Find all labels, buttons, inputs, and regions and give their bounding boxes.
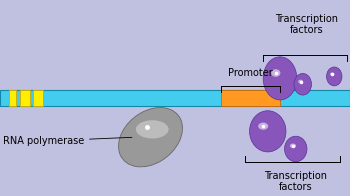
- Ellipse shape: [285, 136, 307, 162]
- Ellipse shape: [327, 67, 342, 86]
- Ellipse shape: [119, 108, 182, 167]
- Ellipse shape: [263, 57, 297, 100]
- Text: Transcription
factors: Transcription factors: [275, 14, 338, 35]
- Ellipse shape: [258, 122, 268, 130]
- Bar: [220, 90, 280, 106]
- Bar: [20, 90, 30, 106]
- Ellipse shape: [136, 120, 169, 138]
- Ellipse shape: [330, 73, 335, 76]
- Bar: [9, 90, 16, 106]
- Bar: [33, 90, 43, 106]
- Text: Transcription
factors: Transcription factors: [264, 171, 327, 192]
- Ellipse shape: [290, 143, 296, 148]
- Ellipse shape: [294, 74, 312, 95]
- Text: Promoter: Promoter: [228, 68, 273, 78]
- Bar: [0, 90, 350, 106]
- Ellipse shape: [250, 111, 286, 152]
- Text: RNA polymerase: RNA polymerase: [3, 136, 132, 146]
- Ellipse shape: [298, 80, 303, 83]
- Ellipse shape: [271, 69, 280, 77]
